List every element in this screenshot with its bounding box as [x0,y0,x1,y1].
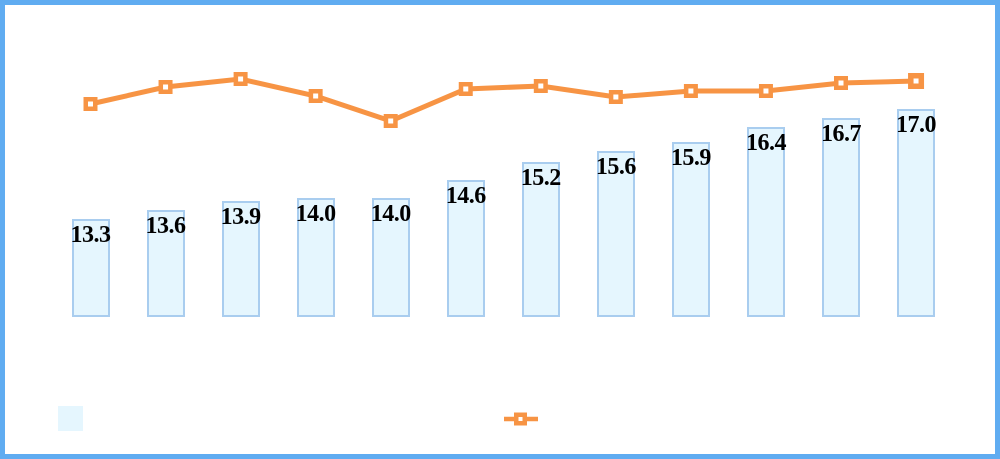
line-marker-center [613,94,619,100]
bar [221,201,260,317]
line-marker-center [313,93,319,99]
line-marker-center [913,78,919,84]
line-marker-center [238,76,244,82]
bar-value-label: 16.7 [821,120,862,147]
line-series [83,72,925,128]
bar-value-label: 16.4 [745,129,787,156]
bar [521,162,560,317]
bar-value-label: 13.6 [145,212,187,239]
bar-value-label: 15.9 [670,144,712,171]
bar-value-label: 14.6 [445,183,487,210]
line-marker-center [463,86,469,92]
bar [671,141,710,317]
bar [822,117,860,317]
bar [746,126,785,317]
bar [596,150,635,317]
bar [71,218,110,317]
bar [371,198,410,317]
line-marker-center [688,88,694,94]
line-marker-center [763,88,769,94]
bar-value-label: 13.3 [70,221,112,248]
bar-value-label: 17.0 [896,111,937,138]
line-marker-center [838,80,844,86]
line-marker-center [163,84,169,90]
bar [296,198,335,317]
line-marker-center [538,83,544,89]
bar-value-label: 13.9 [220,204,262,231]
plot-area: 13.3 13.6 13.9 14.0 14.0 14.6 15.2 15.6 15.9 16.4… [5,5,995,454]
bar-value-label: 14.0 [295,201,337,228]
bar [146,209,185,317]
bar-value-label: 14.0 [370,201,412,228]
bar-value-label: 15.6 [595,153,637,180]
line-marker-center [388,118,394,124]
bar-value-label: 15.2 [520,165,562,192]
line-marker-center [88,101,93,107]
bar [897,108,936,317]
bar [446,180,485,317]
line-path [89,76,917,124]
